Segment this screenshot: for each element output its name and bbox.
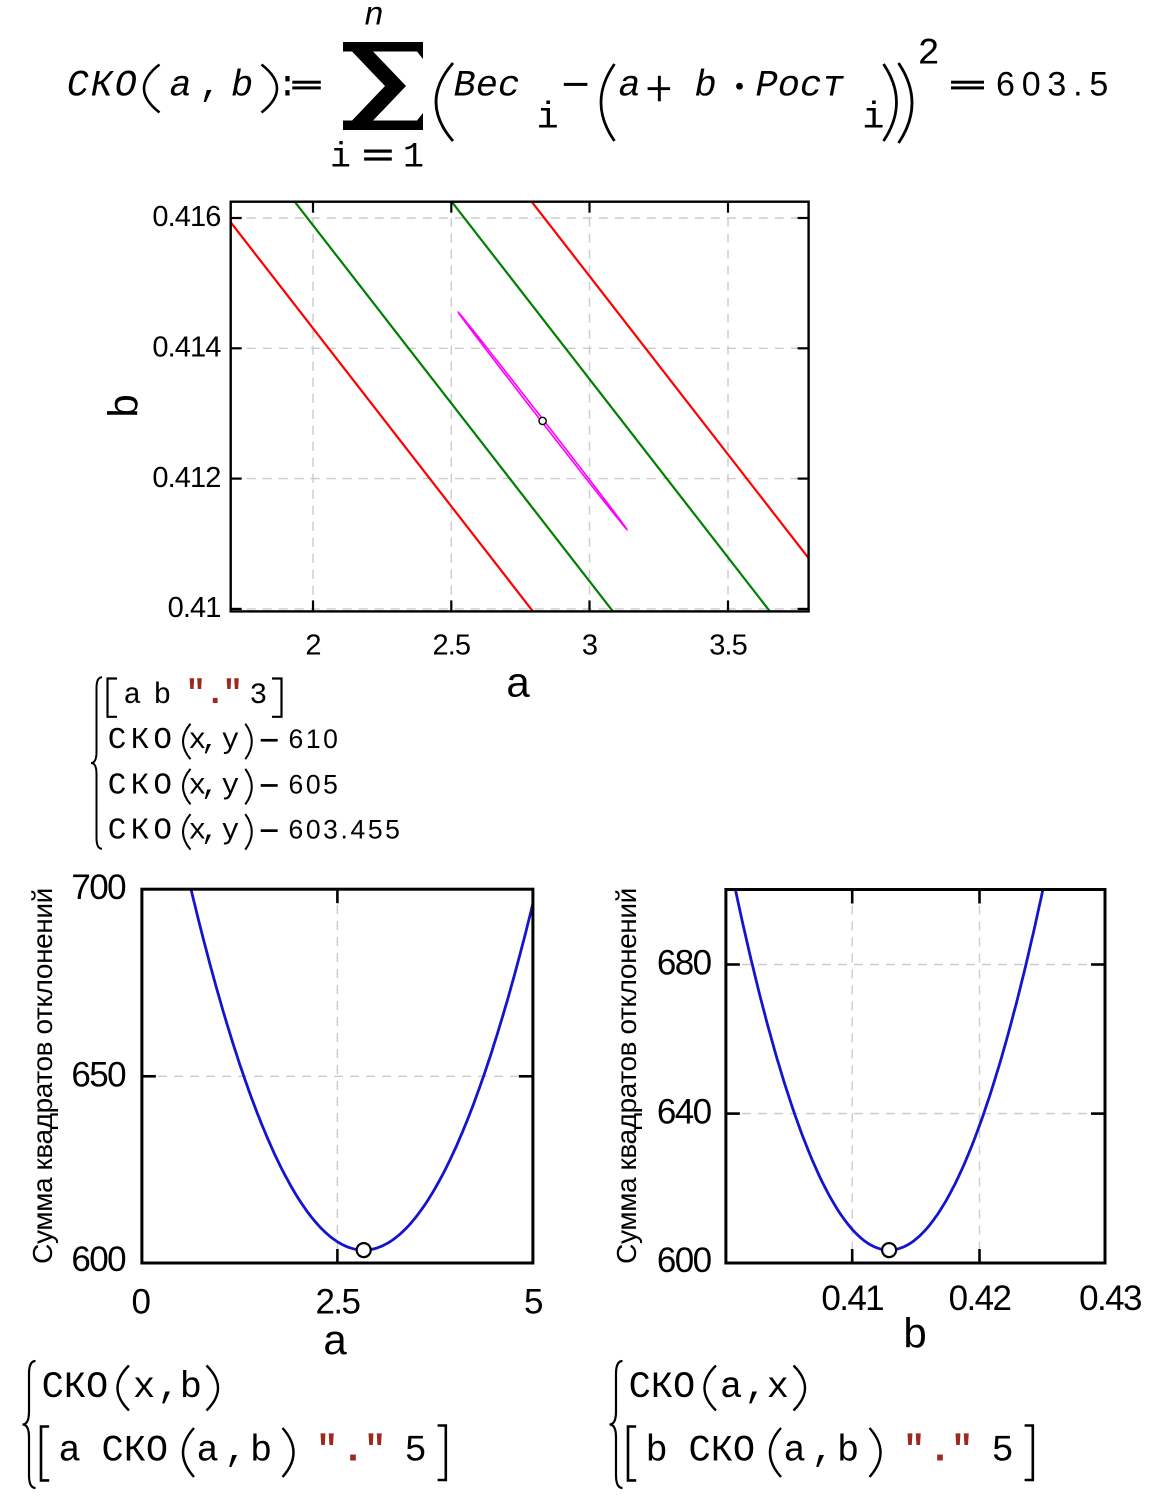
svg-text:a: a [323, 1316, 347, 1363]
svg-text:0.41: 0.41 [821, 1279, 883, 1318]
svg-text:a: a [619, 66, 641, 108]
svg-text:b: b [231, 66, 253, 108]
svg-text:y: y [222, 723, 240, 757]
svg-text:i: i [862, 98, 884, 140]
svg-text:x: x [133, 1367, 155, 1409]
svg-text:605: 605 [289, 769, 341, 799]
svg-text:0.416: 0.416 [152, 201, 220, 233]
svg-text:3.5: 3.5 [709, 629, 747, 661]
svg-text:,: , [158, 1367, 180, 1409]
svg-text:3: 3 [582, 629, 597, 661]
svg-text:700: 700 [71, 868, 126, 907]
svg-text:a: a [197, 1431, 219, 1473]
svg-text:Вес: Вес [454, 66, 521, 108]
svg-text:b: b [100, 394, 147, 417]
svg-text:a: a [59, 1431, 81, 1473]
svg-text:0: 0 [131, 1283, 150, 1322]
svg-text:n: n [364, 0, 384, 35]
svg-text:СКО: СКО [108, 814, 176, 849]
svg-text:,: , [225, 1431, 247, 1473]
svg-text:,: , [201, 768, 219, 802]
svg-text:603.5: 603.5 [996, 66, 1115, 104]
svg-text:0.42: 0.42 [949, 1279, 1011, 1318]
svg-text:i: i [537, 98, 559, 140]
svg-text:x: x [189, 814, 207, 848]
svg-text:5: 5 [405, 1431, 427, 1473]
svg-text:СКО: СКО [67, 66, 139, 108]
svg-text:b: b [154, 678, 172, 712]
svg-text:0.412: 0.412 [152, 462, 220, 494]
svg-text:y: y [222, 814, 240, 848]
svg-text:x: x [767, 1367, 789, 1409]
svg-text:b: b [695, 66, 717, 108]
svg-text:5: 5 [992, 1431, 1014, 1473]
svg-text:": " [316, 1431, 338, 1473]
svg-text:Сумма квадратов отклонений: Сумма квадратов отклонений [27, 888, 58, 1264]
svg-text:b: b [903, 1310, 926, 1357]
svg-text:0.43: 0.43 [1079, 1279, 1141, 1318]
svg-text:СКО: СКО [108, 723, 176, 758]
svg-text:b: b [837, 1431, 859, 1473]
svg-text:СКО: СКО [629, 1367, 696, 1409]
svg-text:a: a [720, 1367, 742, 1409]
svg-text:,: , [201, 814, 219, 848]
svg-text:СКО: СКО [102, 1431, 169, 1473]
svg-text:3: 3 [250, 678, 268, 712]
svg-text:СКО: СКО [689, 1431, 756, 1473]
svg-text::: : [276, 66, 298, 108]
svg-text:": " [186, 676, 206, 714]
svg-text:600: 600 [657, 1241, 712, 1280]
svg-text:Сумма квадратов отклонений: Сумма квадратов отклонений [611, 888, 642, 1264]
svg-text:1: 1 [403, 138, 424, 178]
svg-text:x: x [189, 768, 207, 802]
svg-text:,: , [201, 723, 219, 757]
svg-text:": " [223, 676, 243, 714]
svg-text:2.5: 2.5 [432, 629, 470, 661]
svg-text:,: , [745, 1367, 767, 1409]
svg-text:b: b [180, 1367, 202, 1409]
svg-text:СКО: СКО [42, 1367, 109, 1409]
svg-text:640: 640 [657, 1093, 712, 1132]
svg-text:2: 2 [918, 34, 940, 76]
svg-text:0.41: 0.41 [168, 592, 221, 624]
svg-text:610: 610 [289, 724, 341, 754]
svg-text:": " [951, 1431, 973, 1473]
svg-text:b: b [646, 1431, 668, 1473]
svg-text:x: x [189, 723, 207, 757]
svg-text:5: 5 [524, 1283, 542, 1322]
svg-text:,: , [812, 1431, 834, 1473]
svg-text:a: a [506, 659, 530, 706]
svg-text:2: 2 [305, 629, 320, 661]
svg-text:a: a [784, 1431, 806, 1473]
svg-text:y: y [222, 768, 240, 802]
svg-text:680: 680 [657, 944, 712, 983]
svg-text:.: . [205, 676, 225, 714]
svg-text:.: . [928, 1429, 952, 1474]
svg-text:a: a [170, 66, 192, 108]
svg-text:Рост: Рост [756, 66, 845, 108]
svg-text:b: b [250, 1431, 272, 1473]
svg-text:0.414: 0.414 [152, 332, 221, 364]
svg-text:.: . [341, 1429, 365, 1474]
svg-text:i: i [330, 138, 351, 178]
svg-text:603.455: 603.455 [289, 815, 403, 845]
svg-text:2.5: 2.5 [315, 1283, 359, 1322]
svg-text:СКО: СКО [108, 768, 176, 803]
svg-text:": " [903, 1431, 925, 1473]
svg-text:": " [364, 1431, 386, 1473]
svg-text:600: 600 [71, 1240, 126, 1279]
svg-text:,: , [199, 66, 221, 108]
svg-text:a: a [124, 678, 142, 712]
svg-text:650: 650 [71, 1055, 126, 1094]
